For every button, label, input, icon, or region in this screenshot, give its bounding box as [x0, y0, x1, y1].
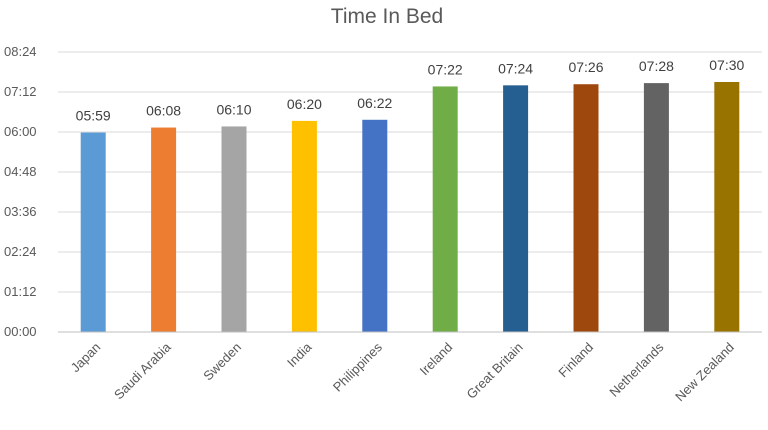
bars — [80, 82, 740, 333]
chart-title: Time In Bed — [331, 5, 443, 28]
bar — [80, 132, 106, 332]
data-label: 07:24 — [498, 60, 533, 76]
bar — [573, 84, 599, 332]
y-tick-label: 08:24 — [4, 44, 37, 59]
y-axis-ticks: 00:00 01:12 02:24 03:36 04:48 06:00 07:12 08:24 — [4, 44, 37, 339]
bar — [503, 85, 529, 332]
x-axis-ticks: Japan Saudi Arabia Sweden India Philippines I… — [68, 339, 737, 404]
y-tick-label: 06:00 — [4, 124, 37, 139]
y-tick-label: 00:00 — [4, 324, 37, 339]
bar — [362, 119, 388, 333]
bar — [221, 126, 247, 332]
x-tick-label: Netherlands — [606, 339, 667, 400]
y-tick-label: 07:12 — [4, 84, 37, 99]
bar — [151, 127, 177, 332]
x-tick-label: Sweden — [200, 340, 244, 384]
x-tick-label: New Zealand — [672, 340, 737, 405]
y-tick-label: 02:24 — [4, 244, 37, 259]
data-label: 05:59 — [76, 108, 111, 124]
bar — [643, 83, 669, 332]
bar — [291, 120, 317, 332]
data-label: 06:08 — [146, 103, 181, 119]
y-tick-label: 01:12 — [4, 284, 37, 299]
x-tick-label: Finland — [555, 340, 596, 381]
bar — [714, 82, 740, 332]
x-tick-label: Japan — [68, 340, 104, 376]
data-label: 06:20 — [287, 96, 322, 112]
data-labels: 05:59 06:08 06:10 06:20 06:22 07:22 07:24 07:26… — [76, 57, 745, 124]
data-label: 06:22 — [357, 95, 392, 111]
y-tick-label: 03:36 — [4, 204, 37, 219]
data-label: 07:26 — [568, 59, 603, 75]
data-label: 07:28 — [639, 58, 674, 74]
x-tick-label: Ireland — [417, 340, 456, 379]
x-tick-label: Great Britain — [464, 340, 526, 402]
bar — [432, 86, 458, 332]
x-tick-label: Philippines — [330, 339, 385, 394]
data-label: 07:30 — [709, 57, 744, 73]
x-tick-label: Saudi Arabia — [111, 339, 174, 402]
data-label: 07:22 — [428, 61, 463, 77]
data-label: 06:10 — [216, 101, 251, 117]
y-tick-label: 04:48 — [4, 164, 37, 179]
x-tick-label: India — [284, 339, 315, 370]
